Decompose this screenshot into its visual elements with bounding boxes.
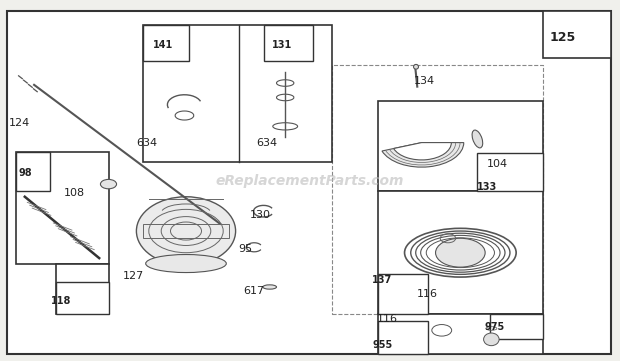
Text: 634: 634 <box>136 138 157 148</box>
Ellipse shape <box>414 64 418 69</box>
Text: 131: 131 <box>272 40 292 50</box>
Text: 125: 125 <box>550 31 576 44</box>
Ellipse shape <box>263 285 277 289</box>
Text: 141: 141 <box>153 40 173 50</box>
Text: 133: 133 <box>477 182 497 192</box>
Bar <box>16 152 50 191</box>
Text: 617: 617 <box>244 286 265 296</box>
Circle shape <box>100 179 117 189</box>
Bar <box>143 25 332 162</box>
Text: 118: 118 <box>51 296 71 306</box>
Text: 134: 134 <box>414 76 435 86</box>
Text: 137: 137 <box>373 275 392 285</box>
Bar <box>378 314 542 354</box>
Bar <box>477 153 542 191</box>
Text: 108: 108 <box>64 188 85 198</box>
Bar <box>16 152 108 264</box>
Bar <box>143 25 189 61</box>
Ellipse shape <box>136 197 236 265</box>
Bar <box>542 11 611 58</box>
Bar <box>56 282 108 314</box>
Bar <box>378 274 428 314</box>
Text: 124: 124 <box>9 118 30 128</box>
Bar <box>490 314 542 339</box>
Text: eReplacementParts.com: eReplacementParts.com <box>216 174 404 187</box>
Text: 130: 130 <box>250 210 271 220</box>
Bar <box>378 191 542 314</box>
Ellipse shape <box>146 255 226 273</box>
Text: 95: 95 <box>238 244 252 254</box>
Text: 104: 104 <box>487 159 508 169</box>
Text: 98: 98 <box>19 168 32 178</box>
Wedge shape <box>382 143 464 167</box>
Text: 127: 127 <box>123 271 144 281</box>
Bar <box>264 25 313 61</box>
Text: 975: 975 <box>484 322 504 332</box>
Wedge shape <box>394 143 451 160</box>
Bar <box>56 264 108 314</box>
Bar <box>143 224 229 238</box>
Text: 955: 955 <box>373 340 392 350</box>
Bar <box>378 101 542 191</box>
Text: 116: 116 <box>417 289 438 299</box>
Bar <box>378 321 428 354</box>
Ellipse shape <box>472 130 483 148</box>
Text: 634: 634 <box>256 138 277 148</box>
Circle shape <box>435 238 485 267</box>
Text: 116: 116 <box>377 314 398 325</box>
Bar <box>332 65 542 314</box>
Ellipse shape <box>484 333 499 346</box>
